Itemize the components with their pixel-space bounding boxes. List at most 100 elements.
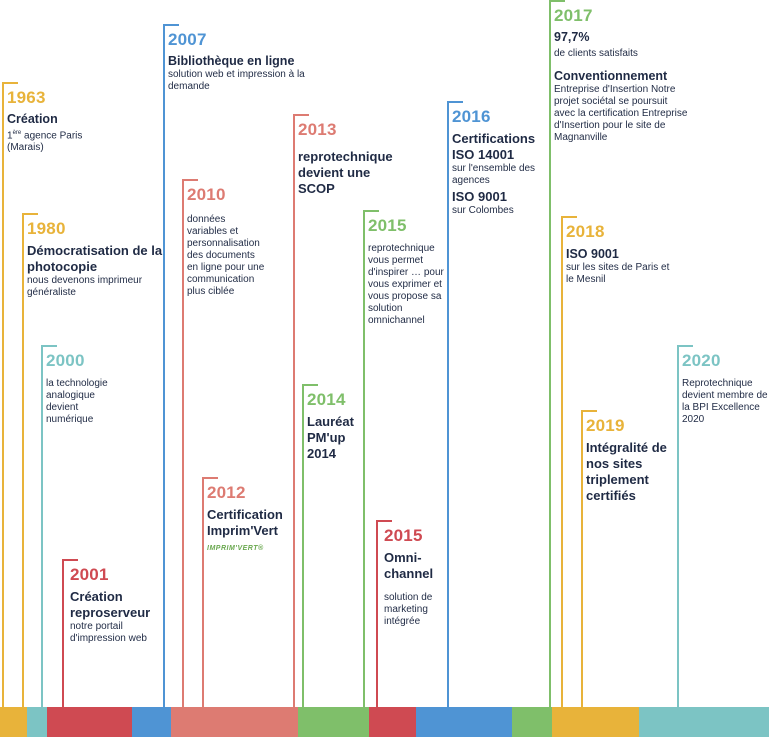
timeline-pole: [41, 345, 43, 707]
timeline-flag: [2, 82, 18, 84]
milestone-text: sur les sites de Paris et le Mesnil: [566, 262, 670, 285]
year-label: 2016: [452, 107, 491, 126]
milestone-subtext: sur Colombes: [452, 205, 514, 216]
timeline-pole: [2, 82, 4, 707]
milestone-title: Bibliothèque en ligne: [168, 54, 295, 68]
year-label: 2012: [207, 483, 246, 502]
timeline-bar-segment: [171, 707, 298, 737]
timeline-flag: [376, 520, 392, 522]
year-label: 1980: [27, 219, 66, 238]
year-label: 2013: [298, 120, 337, 139]
entry-2020: 2020 Reprotechnique devient membre de la…: [677, 345, 768, 707]
timeline-flag: [182, 179, 198, 181]
milestone-text: solution web et impression à la demande: [168, 69, 305, 92]
entry-2015-omnichannel: 2015 reprotechnique vous permet d'inspir…: [363, 210, 445, 707]
milestone-title: Certifications ISO 14001: [452, 131, 536, 162]
timeline-bar-segment: [512, 707, 552, 737]
timeline-bar-segment: [27, 707, 47, 737]
milestone-title: ISO 9001: [566, 247, 619, 261]
timeline-flag: [22, 213, 38, 215]
milestone-text: solution de marketing intégrée: [384, 592, 433, 627]
timeline-pole: [677, 345, 679, 707]
year-label: 2000: [46, 351, 85, 370]
milestone-text: de clients satisfaits: [554, 48, 638, 59]
milestone-title: Certification Imprim'Vert: [207, 507, 283, 538]
year-label: 2007: [168, 30, 207, 49]
timeline-flag: [293, 114, 309, 116]
timeline-flag: [549, 0, 565, 2]
entry-2018: 2018 ISO 9001 sur les sites de Paris et …: [561, 216, 671, 707]
timeline-bar-segment: [639, 707, 769, 737]
entry-2017: 2017 97,7% de clients satisfaits Convent…: [549, 0, 689, 707]
milestone-subtext: Entreprise d'Insertion Notre projet soci…: [554, 84, 688, 143]
timeline-pole: [376, 520, 378, 707]
timeline-pole: [293, 114, 295, 707]
timeline-bar-segment: [0, 707, 27, 737]
year-label: 2014: [307, 390, 346, 409]
entry-2015-marketing: 2015 Omni-channel solution de marketing …: [376, 520, 448, 707]
milestone-title: Création reproserveur: [70, 589, 151, 620]
timeline-pole: [62, 559, 64, 707]
entry-2010: 2010 données variables et personnalisati…: [182, 179, 272, 707]
entry-1980: 1980 Démocratisation de la photocopie no…: [22, 213, 162, 707]
entry-2007: 2007 Bibliothèque en ligne solution web …: [163, 24, 313, 707]
year-label: 2019: [586, 416, 625, 435]
milestone-text: sur l'ensemble des agences: [452, 163, 536, 186]
timeline-pole: [22, 213, 24, 707]
milestone-title: Conventionnement: [554, 69, 668, 83]
timeline-bar-segment: [552, 707, 639, 737]
timeline-bar-segment: [132, 707, 171, 737]
milestone-text: 1ère agence Paris (Marais): [7, 130, 83, 154]
entry-2001: 2001 Création reproserveur notre portail…: [62, 559, 162, 707]
year-label: 1963: [7, 88, 46, 107]
timeline-pole: [202, 477, 204, 707]
year-label: 2017: [554, 6, 593, 25]
timeline-flag: [561, 216, 577, 218]
year-label: 2010: [187, 185, 226, 204]
timeline-flag: [163, 24, 179, 26]
entry-2019: 2019 Intégralité de nos sites triplement…: [581, 410, 676, 707]
timeline-flag: [677, 345, 693, 347]
milestone-text: notre portail d'impression web: [70, 621, 147, 644]
timeline-flag: [62, 559, 78, 561]
milestone-title: Démocratisation de la photocopie: [27, 243, 163, 274]
timeline-pole: [182, 179, 184, 707]
entry-2016: 2016 Certifications ISO 14001 sur l'ense…: [447, 101, 547, 707]
milestone-text: la technologie analogique devient numéri…: [46, 378, 108, 425]
year-label: 2020: [682, 351, 721, 370]
timeline-flag: [302, 384, 318, 386]
milestone-title: Omni-channel: [384, 550, 434, 581]
timeline-pole: [581, 410, 583, 707]
timeline-flag: [363, 210, 379, 212]
timeline-bar-segment: [47, 707, 132, 737]
entry-2013: 2013 reprotechnique devient une SCOP: [293, 114, 408, 707]
year-label: 2018: [566, 222, 605, 241]
timeline-pole: [302, 384, 304, 707]
timeline-pole: [363, 210, 365, 707]
entry-2014: 2014 Lauréat PM'up 2014: [302, 384, 364, 707]
entry-2012: 2012 Certification Imprim'Vert IMPRIM'VE…: [202, 477, 297, 707]
milestone-text: reprotechnique vous permet d'inspirer … …: [368, 243, 444, 326]
timeline-flag: [41, 345, 57, 347]
milestone-title: Création: [7, 112, 58, 126]
satisfaction-rate: 97,7%: [554, 30, 590, 44]
year-label: 2015: [384, 526, 423, 545]
timeline-flag: [202, 477, 218, 479]
timeline-bar-segment: [416, 707, 512, 737]
timeline-pole: [549, 0, 551, 707]
year-label: 2001: [70, 565, 109, 584]
milestone-title: reprotechnique devient une SCOP: [298, 149, 393, 196]
entry-2000: 2000 la technologie analogique devient n…: [41, 345, 141, 707]
year-label: 2015: [368, 216, 407, 235]
timeline-flag: [581, 410, 597, 412]
timeline-bar-segment: [298, 707, 369, 737]
timeline-pole: [561, 216, 563, 707]
timeline-flag: [447, 101, 463, 103]
milestone-text: données variables et personnalisation de…: [187, 214, 265, 297]
milestone-title: Intégralité de nos sites triplement cert…: [586, 440, 667, 503]
timeline-bar-segment: [369, 707, 416, 737]
milestone-subtitle: ISO 9001: [452, 189, 507, 204]
timeline-pole: [163, 24, 165, 707]
milestone-text: Reprotechnique devient membre de la BPI …: [682, 378, 768, 425]
